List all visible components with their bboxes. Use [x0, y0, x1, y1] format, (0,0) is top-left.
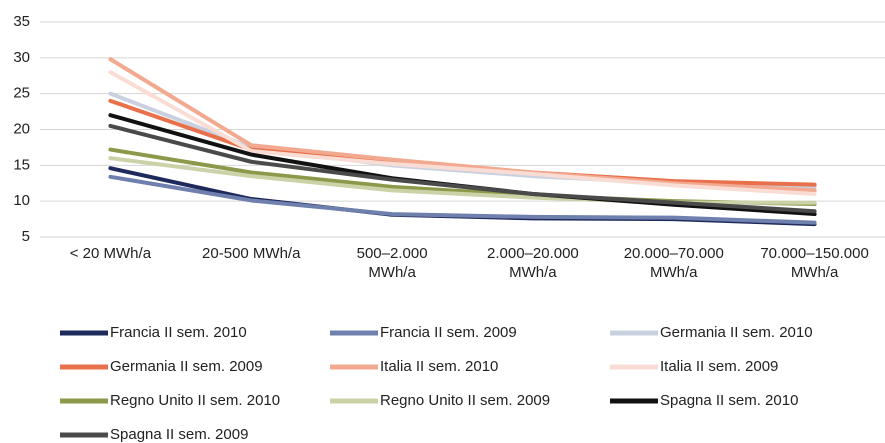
legend-label: Spagna II sem. 2010	[660, 392, 798, 409]
y-tick-label: 5	[22, 228, 30, 245]
y-tick-label: 35	[13, 13, 30, 30]
legend-label: Germania II sem. 2010	[660, 324, 813, 341]
y-tick-label: 15	[13, 156, 30, 173]
x-tick-label: 20-500 MWh/a	[202, 245, 301, 262]
legend-label: Francia II sem. 2009	[380, 324, 517, 341]
legend-label: Germania II sem. 2009	[110, 358, 263, 375]
legend-label: Italia II sem. 2009	[660, 358, 778, 375]
x-tick-label: < 20 MWh/a	[69, 245, 152, 262]
x-tick-label: 70.000–150.000 MWh/a	[760, 245, 869, 281]
series-line	[108, 123, 817, 214]
legend-label: Francia II sem. 2010	[110, 324, 247, 341]
legend-label: Italia II sem. 2010	[380, 358, 498, 375]
series-line	[108, 57, 817, 193]
y-tick-label: 30	[13, 49, 30, 66]
x-tick-label: 500–2.000 MWh/a	[356, 245, 428, 281]
y-tick-label: 10	[13, 192, 30, 209]
x-tick-label: 2.000–20.000 MWh/a	[487, 245, 579, 281]
legend-label: Regno Unito II sem. 2010	[110, 392, 280, 409]
y-tick-label: 20	[13, 120, 30, 137]
legend-label: Regno Unito II sem. 2009	[380, 392, 550, 409]
series-line	[108, 70, 817, 196]
x-tick-label: 20.000–70.000 MWh/a	[623, 245, 724, 281]
series-line	[108, 174, 817, 225]
legend-label: Spagna II sem. 2009	[110, 426, 248, 443]
y-tick-label: 25	[13, 85, 30, 102]
